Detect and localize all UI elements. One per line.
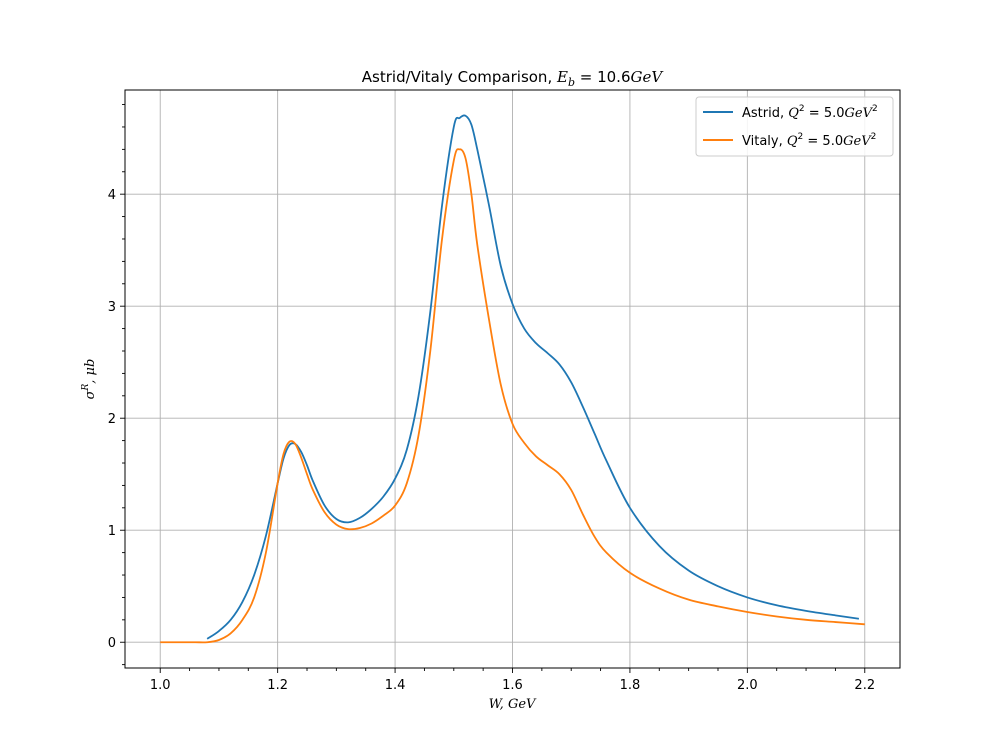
x-tick-label: 1.2 xyxy=(267,678,288,693)
legend-label-astrid: Astrid, Q2 = 5.0GeV2 xyxy=(742,104,878,121)
y-tick-label: 4 xyxy=(108,188,116,203)
chart-title-var: E xyxy=(556,68,568,86)
series-line-vitaly xyxy=(160,148,865,644)
grid-lines xyxy=(125,90,900,668)
x-tick-label: 1.0 xyxy=(150,678,171,693)
legend-label-vitaly-name: Vitaly xyxy=(742,134,779,149)
x-tick-label: 1.8 xyxy=(620,678,641,693)
legend-label-astrid-name: Astrid xyxy=(742,106,780,121)
chart-title-sub: b xyxy=(568,76,575,89)
y-tick-label: 1 xyxy=(108,524,116,539)
axis-ticks: 1.0 1.2 1.4 1.6 1.8 2.0 2.2 0 1 2 3 4 xyxy=(108,104,875,693)
series-layer xyxy=(160,114,865,644)
y-tick-label: 0 xyxy=(108,636,116,651)
legend-label-vitaly: Vitaly, Q2 = 5.0GeV2 xyxy=(742,132,876,149)
chart-title-unit: GeV xyxy=(631,68,665,86)
y-tick-label: 3 xyxy=(108,300,116,315)
y-tick-label: 2 xyxy=(108,412,116,427)
y-axis-label: σR, μb xyxy=(81,359,98,400)
legend: Astrid, Q2 = 5.0GeV2 Vitaly, Q2 = 5.0GeV… xyxy=(695,96,894,157)
chart-title: Astrid/Vitaly Comparison, Eb = 10.6GeV xyxy=(362,68,665,89)
series-line-astrid xyxy=(206,114,860,640)
x-tick-label: 1.4 xyxy=(385,678,406,693)
x-axis-label: W, GeV xyxy=(489,697,537,712)
y-axis-label-sep: , xyxy=(83,375,98,383)
x-tick-label: 2.0 xyxy=(737,678,758,693)
x-tick-label: 2.2 xyxy=(854,678,875,693)
y-axis-label-sup: R xyxy=(81,383,91,391)
x-axis-label-sep: , xyxy=(500,697,508,712)
y-axis-label-unit: μb xyxy=(83,359,98,376)
x-tick-label: 1.6 xyxy=(502,678,523,693)
legend-box xyxy=(695,96,894,157)
chart-title-text: Astrid/Vitaly Comparison, xyxy=(362,68,557,86)
chart-title-eq: = 10.6 xyxy=(575,68,631,86)
x-axis-label-unit: GeV xyxy=(508,697,537,712)
y-axis-label-var: σ xyxy=(83,389,98,399)
